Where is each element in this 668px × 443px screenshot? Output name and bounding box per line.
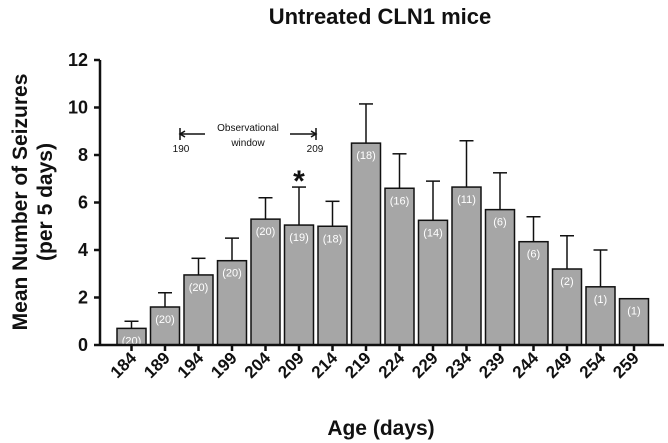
x-tick-label: 239 xyxy=(475,348,508,381)
chart-title: Untreated CLN1 mice xyxy=(269,4,492,29)
bars xyxy=(116,142,650,346)
sample-size-label: (20) xyxy=(189,282,209,294)
y-tick-label: 12 xyxy=(68,50,88,70)
sample-size-label: (20) xyxy=(155,314,175,326)
sample-size-label: (1) xyxy=(594,294,607,306)
x-tick-label: 184 xyxy=(107,348,141,382)
bar xyxy=(484,208,516,346)
bar xyxy=(317,225,348,346)
x-tick-label: 214 xyxy=(308,348,342,382)
x-tick-label: 244 xyxy=(509,348,543,382)
x-ticks: 184 189 194 199 204 209 214 219 224 229 234 239 244 2… xyxy=(107,345,643,382)
sample-size-label: (20) xyxy=(222,268,242,280)
x-tick-label: 249 xyxy=(542,348,575,381)
sample-size-label: (20) xyxy=(256,226,276,238)
sample-size-label: (6) xyxy=(527,249,540,261)
sample-size-label: (18) xyxy=(323,233,343,245)
x-tick-label: 199 xyxy=(207,348,240,381)
error-bars xyxy=(124,103,608,329)
bar xyxy=(283,224,315,346)
x-tick-label: 229 xyxy=(408,348,441,381)
y-tick-label: 6 xyxy=(78,193,88,213)
sample-size-label: (19) xyxy=(289,232,309,244)
y-tick-label: 8 xyxy=(78,145,88,165)
sample-size-label: (11) xyxy=(457,194,476,206)
x-tick-label: 219 xyxy=(341,348,374,381)
y-ticks: 0 2 4 6 8 10 12 xyxy=(68,50,100,355)
y-tick-label: 4 xyxy=(78,240,88,260)
x-tick-label: 254 xyxy=(576,348,610,382)
y-axis-label-line2: (per 5 days) xyxy=(34,143,57,261)
bar xyxy=(149,306,181,346)
sample-size-label: (6) xyxy=(493,217,506,229)
y-axis-label: Mean Number of Seizures (per 5 days) xyxy=(9,74,57,331)
x-tick-label: 234 xyxy=(442,348,476,382)
y-axis-label-line1: Mean Number of Seizures xyxy=(9,74,32,331)
significance-asterisk: * xyxy=(293,165,305,198)
window-label-line2: window xyxy=(230,138,265,149)
x-tick-label: 204 xyxy=(241,348,275,382)
bar xyxy=(518,240,549,346)
x-tick-label: 224 xyxy=(375,348,409,382)
bar xyxy=(350,142,382,346)
bar xyxy=(618,297,650,346)
x-axis-label: Age (days) xyxy=(327,417,434,440)
bar xyxy=(384,187,415,346)
sample-size-label: (14) xyxy=(423,227,443,239)
x-tick-label: 259 xyxy=(609,348,642,381)
sample-size-label: (1) xyxy=(627,306,640,318)
window-left-arrowhead xyxy=(178,130,186,138)
observational-window-annotation: Observational window 190 209 xyxy=(173,123,324,155)
sample-size-label: (2) xyxy=(560,276,573,288)
y-tick-label: 2 xyxy=(78,288,88,308)
x-tick-label: 189 xyxy=(140,348,173,381)
bar xyxy=(585,286,616,346)
window-right-arrowhead xyxy=(310,130,318,138)
window-start-label: 190 xyxy=(173,144,190,155)
sample-size-labels: (20)(20)(20)(20)(20) (19) (18)(18)(16)(14)… xyxy=(122,150,641,347)
window-label-line1: Observational xyxy=(217,123,279,134)
sample-size-label: (18) xyxy=(356,150,376,162)
x-tick-label: 209 xyxy=(274,348,307,381)
x-tick-label: 194 xyxy=(174,348,208,382)
bar xyxy=(417,219,449,346)
bar xyxy=(451,186,482,346)
sample-size-label: (16) xyxy=(390,195,410,207)
window-end-label: 209 xyxy=(307,144,324,155)
y-tick-label: 0 xyxy=(78,335,88,355)
y-tick-label: 10 xyxy=(68,98,88,118)
